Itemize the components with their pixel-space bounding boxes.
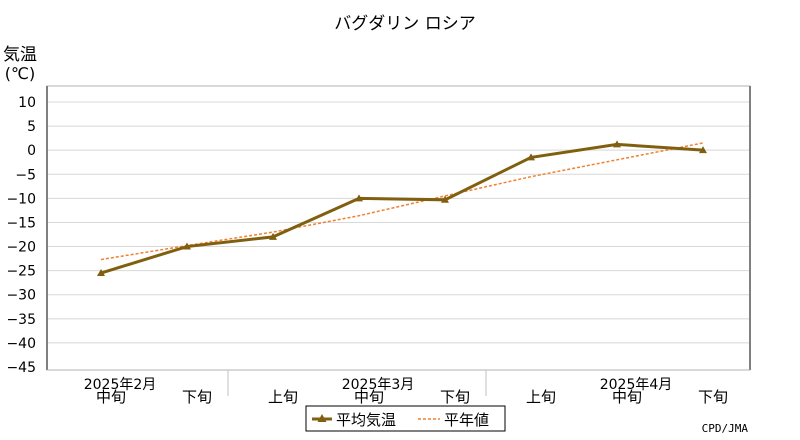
y-tick-label: −30 [6,288,36,304]
x-tick-label: 中旬 [354,388,384,406]
y-axis-label-line2: (℃) [5,64,35,83]
data-point-mean [441,195,449,203]
data-point-mean [183,242,191,250]
y-tick-label: −10 [6,191,36,207]
y-tick-label: −20 [6,240,36,256]
data-point-mean [699,146,707,154]
y-tick-label: −45 [6,360,36,376]
x-tick-label: 下旬 [698,388,728,406]
x-month-label: 2025年3月 [342,377,415,393]
y-axis-label-line1: 気温 [3,45,37,65]
x-tick-label: 中旬 [612,388,642,406]
data-point-mean [355,194,363,202]
legend-marker-mean [317,414,327,422]
x-axis: 中旬 下旬 上旬 中旬 下旬 上旬 中旬 下旬 2025年2月 2025年3月 2025年4月 [47,369,750,406]
y-tick-label: 5 [27,119,36,135]
y-tick-label: −15 [6,215,36,231]
x-month-label: 2025年4月 [600,377,673,393]
plot-area [46,85,751,371]
y-tick-label: 10 [18,95,36,111]
y-tick-label: −40 [6,336,36,352]
series-layer [97,140,707,277]
y-tick-labels: 10 5 0 −5 −10 −15 −20 −25 −30 −35 −40 −45 [6,95,36,376]
chart-title: バグダリン ロシア [334,14,475,34]
legend: 平均気温 平年値 [305,405,506,432]
y-tick-label: −35 [6,312,36,328]
data-point-mean [527,153,535,161]
y-tick-label: 0 [27,143,36,159]
data-point-mean [269,232,277,240]
x-tick-label: 中旬 [96,388,126,406]
legend-label-mean: 平均気温 [336,411,396,429]
series-line-mean [100,142,704,275]
x-tick-label: 下旬 [440,388,470,406]
x-tick-label: 上旬 [268,388,298,406]
x-tick-label: 上旬 [526,388,556,406]
y-tick-label: −25 [6,264,36,280]
x-tick-label: 下旬 [182,388,212,406]
credit-label: CPD/JMA [702,422,749,435]
y-tick-label: −5 [15,167,36,183]
series-line-normal [100,142,704,261]
legend-label-normal: 平年値 [444,411,489,429]
x-month-label: 2025年2月 [84,377,157,393]
data-point-mean [613,140,621,148]
data-point-mean [97,269,105,277]
legend-box [305,405,506,432]
